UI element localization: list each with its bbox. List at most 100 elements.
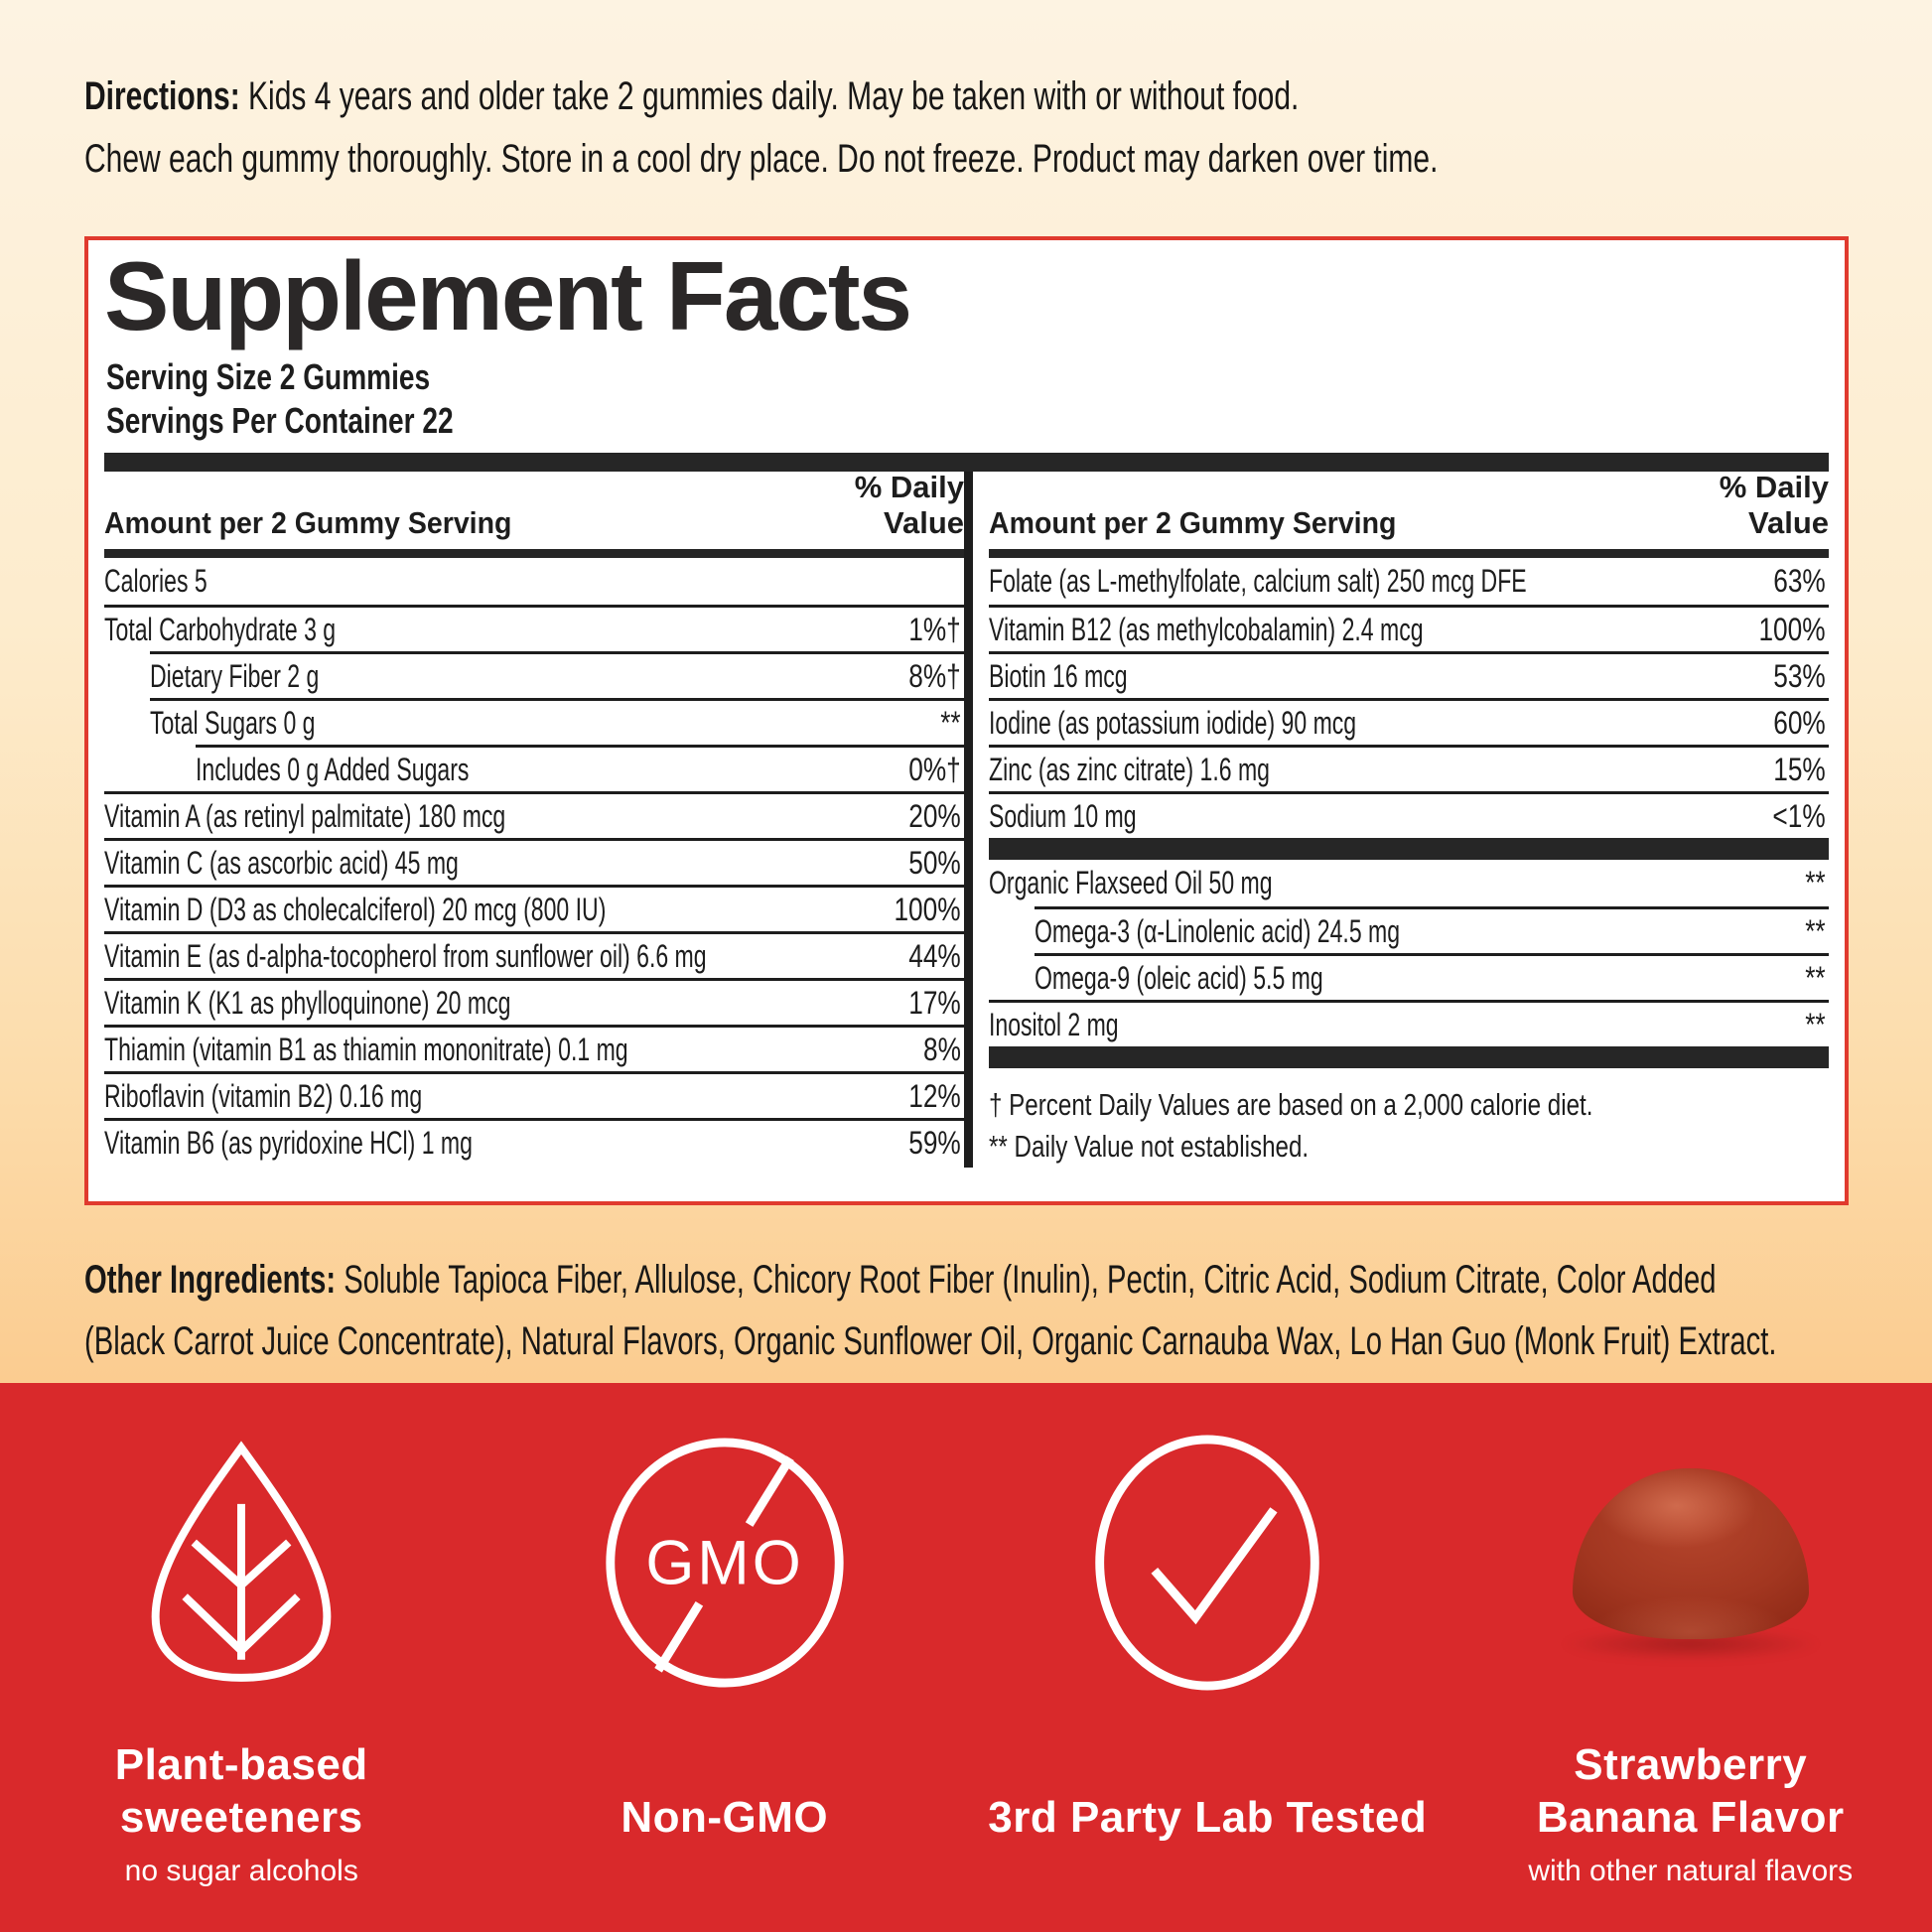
- table-row: Includes 0 g Added Sugars 0%†: [196, 745, 964, 791]
- table-row: Total Sugars 0 g **: [150, 698, 964, 745]
- table-row: Iodine (as potassium iodide) 90 mcg 60%: [989, 698, 1829, 745]
- daily-value: 50%: [908, 844, 961, 881]
- daily-value: 53%: [1773, 657, 1826, 694]
- section-divider-bar: [989, 838, 1829, 860]
- column-divider: [964, 472, 973, 1168]
- nutrient-name: Total Sugars 0 g: [150, 704, 316, 741]
- facts-left-column: Amount per 2 Gummy Serving % Daily Value…: [104, 470, 964, 1168]
- nutrient-name: Dietary Fiber 2 g: [150, 657, 320, 694]
- gmo-icon-text: GMO: [645, 1529, 803, 1598]
- other-ingredients-text: Other Ingredients: Soluble Tapioca Fiber…: [84, 1249, 1932, 1372]
- daily-value: 8%: [922, 1031, 961, 1067]
- feature-badges-band: Plant-based sweeteners no sugar alcohols…: [0, 1383, 1932, 1932]
- daily-value: 8%†: [908, 657, 961, 694]
- nutrient-name: Vitamin K (K1 as phylloquinone) 20 mcg: [104, 984, 511, 1021]
- daily-value: 59%: [908, 1124, 961, 1161]
- nutrient-name: Vitamin A (as retinyl palmitate) 180 mcg: [104, 797, 506, 834]
- nutrient-name: Biotin 16 mcg: [989, 657, 1128, 694]
- daily-value: **: [1805, 1006, 1826, 1042]
- table-row: Organic Flaxseed Oil 50 mg **: [989, 860, 1829, 906]
- nutrient-name: Vitamin B12 (as methylcobalamin) 2.4 mcg: [989, 611, 1424, 647]
- nutrient-name: Inositol 2 mg: [989, 1006, 1119, 1042]
- badge-sublabel: no sugar alcohols: [124, 1855, 358, 1887]
- table-row: Thiamin (vitamin B1 as thiamin mononitra…: [104, 1025, 964, 1071]
- footnotes: † Percent Daily Values are based on a 2,…: [989, 1084, 1829, 1168]
- badge-label: Strawberry Banana Flavor: [1536, 1740, 1845, 1842]
- table-row: Omega-9 (oleic acid) 5.5 mg **: [1035, 953, 1829, 1000]
- other-ingredients-line2: (Black Carrot Juice Concentrate), Natura…: [84, 1319, 1777, 1363]
- gmo-crossed-icon: GMO: [598, 1432, 852, 1694]
- daily-value: <1%: [1772, 797, 1826, 834]
- servings-per-container: Servings Per Container 22: [106, 400, 454, 441]
- daily-value: 0%†: [908, 751, 961, 787]
- nutrient-name: Riboflavin (vitamin B2) 0.16 mg: [104, 1077, 423, 1114]
- facts-right-column: Amount per 2 Gummy Serving % Daily Value…: [973, 470, 1829, 1168]
- nutrient-name: Includes 0 g Added Sugars: [196, 751, 470, 787]
- table-row: Dietary Fiber 2 g 8%†: [150, 651, 964, 698]
- directions-line2: Chew each gummy thoroughly. Store in a c…: [84, 137, 1439, 181]
- daily-value: **: [1805, 959, 1826, 996]
- daily-value: 17%: [908, 984, 961, 1021]
- badge-label: Plant-based sweeteners: [114, 1740, 368, 1842]
- badge-label: Non-GMO: [621, 1793, 829, 1842]
- badge-flavor: Strawberry Banana Flavor with other natu…: [1449, 1383, 1932, 1932]
- checkmark-circle-icon: [1080, 1430, 1334, 1696]
- badge-label: 3rd Party Lab Tested: [988, 1793, 1428, 1842]
- table-row: Vitamin C (as ascorbic acid) 45 mg 50%: [104, 838, 964, 885]
- nutrient-name: Vitamin C (as ascorbic acid) 45 mg: [104, 844, 459, 881]
- daily-value: **: [1805, 865, 1826, 900]
- daily-value: 12%: [908, 1077, 961, 1114]
- gummy-image: [1560, 1468, 1821, 1661]
- right-column-header: Amount per 2 Gummy Serving % Daily Value: [989, 470, 1829, 549]
- table-row: Calories 5: [104, 558, 964, 605]
- serving-size: Serving Size 2 Gummies: [106, 356, 431, 397]
- daily-value: 100%: [894, 891, 961, 927]
- amount-header: Amount per 2 Gummy Serving: [104, 505, 512, 540]
- directions-label: Directions:: [84, 74, 240, 118]
- nutrient-name: Omega-3 (α-Linolenic acid) 24.5 mg: [1035, 912, 1401, 949]
- table-row: Vitamin K (K1 as phylloquinone) 20 mcg 17…: [104, 978, 964, 1025]
- nutrient-name: Omega-9 (oleic acid) 5.5 mg: [1035, 959, 1323, 996]
- supplement-facts-title: Supplement Facts: [104, 241, 912, 350]
- other-ingredients-label: Other Ingredients:: [84, 1258, 337, 1302]
- daily-value: 1%†: [908, 611, 961, 647]
- nutrient-name: Vitamin D (D3 as cholecalciferol) 20 mcg…: [104, 891, 607, 927]
- table-row: Inositol 2 mg **: [989, 1000, 1829, 1046]
- nutrient-name: Total Carbohydrate 3 g: [104, 611, 337, 647]
- header-bar: [989, 549, 1829, 558]
- nutrient-name: Thiamin (vitamin B1 as thiamin mononitra…: [104, 1031, 628, 1067]
- daily-value: 100%: [1758, 611, 1826, 647]
- nutrient-name: Organic Flaxseed Oil 50 mg: [989, 865, 1273, 900]
- gummy-dome: [1572, 1468, 1809, 1639]
- table-row: Zinc (as zinc citrate) 1.6 mg 15%: [989, 745, 1829, 791]
- directions-line1: Kids 4 years and older take 2 gummies da…: [248, 74, 1300, 118]
- table-row: Total Carbohydrate 3 g 1%†: [104, 605, 964, 651]
- supplement-facts-panel: Supplement Facts Serving Size 2 Gummies …: [84, 236, 1849, 1205]
- nutrient-name: Zinc (as zinc citrate) 1.6 mg: [989, 751, 1270, 787]
- daily-value: 63%: [1773, 563, 1826, 599]
- daily-value: 15%: [1773, 751, 1826, 787]
- right-rows: Folate (as L-methylfolate, calcium salt)…: [989, 558, 1829, 1068]
- footnote-dagger: † Percent Daily Values are based on a 2,…: [989, 1087, 1593, 1122]
- badge-lab-tested: 3rd Party Lab Tested: [966, 1383, 1449, 1932]
- label-background: Directions: Kids 4 years and older take …: [0, 0, 1932, 1383]
- directions-text: Directions: Kids 4 years and older take …: [84, 66, 1889, 191]
- badge-plant-based: Plant-based sweeteners no sugar alcohols: [0, 1383, 483, 1932]
- nutrient-name: Folate (as L-methylfolate, calcium salt)…: [989, 563, 1527, 599]
- other-ingredients-line1: Soluble Tapioca Fiber, Allulose, Chicory…: [344, 1258, 1717, 1302]
- table-row: Vitamin B12 (as methylcobalamin) 2.4 mcg…: [989, 605, 1829, 651]
- daily-value: **: [1805, 912, 1826, 949]
- table-row: Biotin 16 mcg 53%: [989, 651, 1829, 698]
- header-bar: [104, 549, 964, 558]
- nutrient-name: Calories 5: [104, 563, 207, 599]
- table-row: Folate (as L-methylfolate, calcium salt)…: [989, 558, 1829, 605]
- table-row: Vitamin B6 (as pyridoxine HCl) 1 mg 59%: [104, 1118, 964, 1165]
- badge-non-gmo: GMO Non-GMO: [483, 1383, 967, 1932]
- table-row: Omega-3 (α-Linolenic acid) 24.5 mg **: [1035, 906, 1829, 953]
- badge-sublabel: with other natural flavors: [1528, 1855, 1854, 1887]
- nutrient-name: Iodine (as potassium iodide) 90 mcg: [989, 704, 1357, 741]
- table-row: Vitamin D (D3 as cholecalciferol) 20 mcg…: [104, 885, 964, 931]
- left-rows: Calories 5 Total Carbohydrate 3 g 1%† Dieta…: [104, 558, 964, 1165]
- table-row: Sodium 10 mg <1%: [989, 791, 1829, 838]
- nutrient-name: Sodium 10 mg: [989, 797, 1137, 834]
